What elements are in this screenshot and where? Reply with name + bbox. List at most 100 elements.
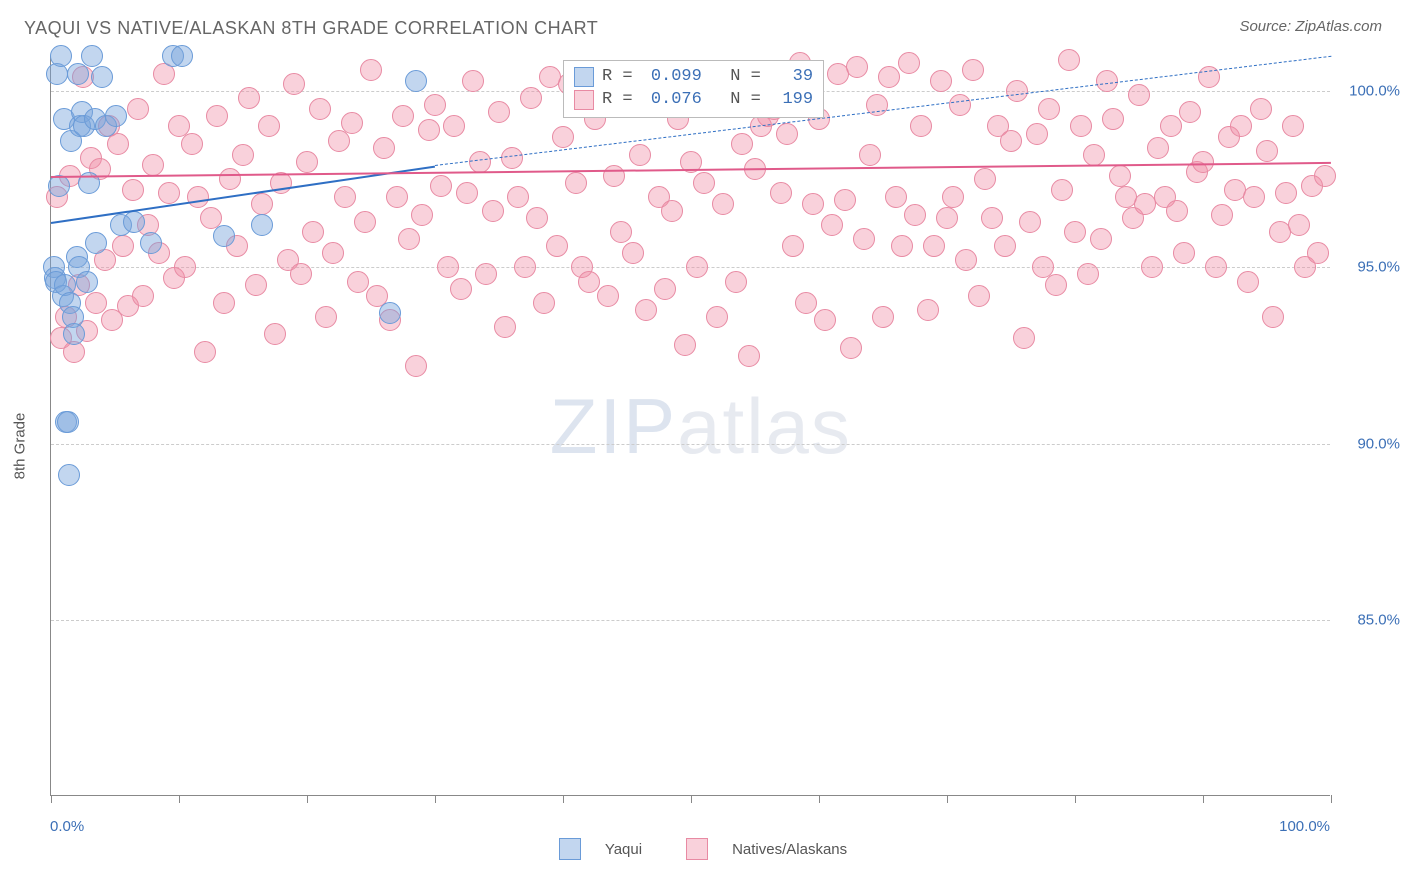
point-natives [341, 112, 363, 134]
point-natives [290, 263, 312, 285]
point-natives [1096, 70, 1118, 92]
x-tick [51, 795, 52, 803]
point-natives [610, 221, 632, 243]
x-tick [179, 795, 180, 803]
point-yaqui [251, 214, 273, 236]
point-natives [923, 235, 945, 257]
source-label: Source: ZipAtlas.com [1239, 18, 1382, 35]
point-natives [206, 105, 228, 127]
point-natives [904, 204, 926, 226]
point-natives [1262, 306, 1284, 328]
point-yaqui [140, 232, 162, 254]
point-natives [219, 168, 241, 190]
point-natives [418, 119, 440, 141]
x-tick [563, 795, 564, 803]
point-natives [738, 345, 760, 367]
point-natives [1128, 84, 1150, 106]
point-yaqui [171, 45, 193, 67]
point-natives [296, 151, 318, 173]
point-natives [546, 235, 568, 257]
point-natives [1237, 271, 1259, 293]
point-natives [814, 309, 836, 331]
point-yaqui [50, 45, 72, 67]
point-natives [334, 186, 356, 208]
point-natives [1205, 256, 1227, 278]
point-natives [501, 147, 523, 169]
chart-title: YAQUI VS NATIVE/ALASKAN 8TH GRADE CORREL… [24, 18, 598, 38]
point-natives [853, 228, 875, 250]
point-natives [1000, 130, 1022, 152]
point-natives [1058, 49, 1080, 71]
point-natives [360, 59, 382, 81]
x-tick [1075, 795, 1076, 803]
legend-label-yaqui: Yaqui [605, 841, 642, 858]
point-yaqui [67, 63, 89, 85]
point-natives [174, 256, 196, 278]
point-natives [1006, 80, 1028, 102]
point-natives [1243, 186, 1265, 208]
y-tick-label: 100.0% [1340, 83, 1400, 100]
point-natives [1090, 228, 1112, 250]
point-natives [597, 285, 619, 307]
x-tick [691, 795, 692, 803]
point-natives [878, 66, 900, 88]
y-tick-label: 85.0% [1340, 611, 1400, 628]
x-tick [947, 795, 948, 803]
point-natives [1179, 101, 1201, 123]
point-natives [315, 306, 337, 328]
point-yaqui [81, 45, 103, 67]
point-natives [456, 182, 478, 204]
point-natives [430, 175, 452, 197]
point-natives [1070, 115, 1092, 137]
point-natives [1160, 115, 1182, 137]
point-natives [1166, 200, 1188, 222]
point-natives [1288, 214, 1310, 236]
point-natives [526, 207, 548, 229]
legend-swatch-natives [686, 838, 708, 860]
point-natives [635, 299, 657, 321]
point-natives [661, 200, 683, 222]
x-axis-min-label: 0.0% [50, 818, 84, 835]
point-natives [1141, 256, 1163, 278]
point-natives [603, 165, 625, 187]
point-natives [251, 193, 273, 215]
point-natives [122, 179, 144, 201]
point-natives [686, 256, 708, 278]
point-natives [1307, 242, 1329, 264]
gridline [51, 620, 1330, 621]
point-natives [1147, 137, 1169, 159]
point-yaqui [91, 66, 113, 88]
point-natives [392, 105, 414, 127]
y-tick-label: 95.0% [1340, 259, 1400, 276]
y-axis-label: 8th Grade [12, 413, 29, 480]
point-natives [1250, 98, 1272, 120]
point-yaqui [63, 323, 85, 345]
point-natives [494, 316, 516, 338]
point-natives [949, 94, 971, 116]
point-natives [127, 98, 149, 120]
x-tick [1203, 795, 1204, 803]
point-natives [1109, 165, 1131, 187]
point-natives [674, 334, 696, 356]
scatter-plot: ZIPatlas 85.0%90.0%95.0%100.0%R = 0.099 … [50, 56, 1330, 796]
point-natives [776, 123, 798, 145]
legend: Yaqui Natives/Alaskans [0, 838, 1406, 860]
point-natives [264, 323, 286, 345]
point-natives [795, 292, 817, 314]
point-natives [1102, 108, 1124, 130]
point-natives [1077, 263, 1099, 285]
point-natives [245, 274, 267, 296]
point-natives [974, 168, 996, 190]
point-natives [872, 306, 894, 328]
point-natives [1173, 242, 1195, 264]
point-natives [622, 242, 644, 264]
point-natives [302, 221, 324, 243]
point-natives [475, 263, 497, 285]
point-natives [930, 70, 952, 92]
point-natives [1314, 165, 1336, 187]
legend-label-natives: Natives/Alaskans [732, 841, 847, 858]
y-tick-label: 90.0% [1340, 435, 1400, 452]
point-natives [354, 211, 376, 233]
point-natives [520, 87, 542, 109]
x-tick [307, 795, 308, 803]
